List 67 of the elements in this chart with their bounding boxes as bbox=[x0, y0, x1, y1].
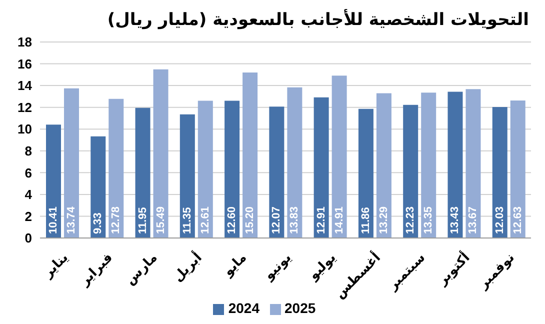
x-tick-label: مارس bbox=[122, 250, 161, 288]
chart-title: التحويلات الشخصية للأجانب بالسعودية (مليار ريال) bbox=[107, 10, 529, 30]
x-tick-label: سبتمبر bbox=[384, 250, 428, 294]
data-label: 11.95 bbox=[136, 207, 149, 234]
y-tick-label: 12 bbox=[18, 100, 32, 115]
bar bbox=[314, 97, 329, 238]
x-tick-label: أكتوبر bbox=[433, 249, 474, 289]
data-label: 13.74 bbox=[66, 206, 78, 234]
bar bbox=[135, 108, 150, 238]
y-tick-label: 0 bbox=[24, 230, 32, 246]
data-label: 13.35 bbox=[422, 206, 435, 234]
bar bbox=[287, 87, 302, 238]
y-tick-label: 18 bbox=[18, 34, 32, 50]
data-label: 11.86 bbox=[360, 207, 372, 234]
bar bbox=[90, 136, 106, 238]
data-label: 13.29 bbox=[378, 206, 390, 234]
x-tick-label: فبراير bbox=[76, 250, 116, 290]
y-tick-label: 6 bbox=[24, 165, 32, 180]
data-label: 12.03 bbox=[494, 206, 506, 234]
data-label: 12.61 bbox=[199, 206, 212, 234]
data-label: 15.20 bbox=[244, 206, 256, 234]
x-tick-label: نوفمبر bbox=[476, 250, 518, 293]
y-tick-label: 16 bbox=[18, 56, 32, 72]
y-tick-label: 4 bbox=[24, 187, 33, 202]
bar bbox=[180, 114, 195, 238]
bar bbox=[242, 72, 258, 238]
bar bbox=[376, 93, 392, 238]
data-label: 13.67 bbox=[467, 206, 480, 234]
bar bbox=[153, 69, 168, 238]
data-label: 10.41 bbox=[48, 206, 60, 234]
x-tick-label: يوليو bbox=[306, 250, 340, 284]
data-label: 12.78 bbox=[110, 206, 122, 234]
bar bbox=[492, 107, 508, 238]
bar bbox=[46, 124, 61, 238]
data-label: 12.23 bbox=[404, 206, 417, 234]
x-tick-label: مايو bbox=[220, 250, 250, 280]
x-tick-label: يناير bbox=[40, 250, 72, 282]
data-label: 13.83 bbox=[288, 206, 301, 234]
bar bbox=[421, 92, 436, 238]
data-label: 13.43 bbox=[449, 206, 462, 234]
y-tick-label: 10 bbox=[18, 122, 32, 137]
bar bbox=[64, 88, 79, 238]
x-tick-label: أبريل bbox=[169, 249, 206, 286]
data-label: 15.49 bbox=[154, 206, 167, 234]
data-label: 14.91 bbox=[333, 206, 346, 234]
y-tick-label: 8 bbox=[24, 144, 32, 159]
bar bbox=[403, 104, 418, 238]
bar bbox=[358, 108, 374, 238]
legend-label: 2024 bbox=[228, 300, 260, 316]
y-tick-label: 2 bbox=[24, 208, 32, 224]
data-label: 12.91 bbox=[315, 206, 328, 234]
bar bbox=[224, 100, 240, 238]
bar bbox=[198, 100, 213, 238]
bar bbox=[510, 100, 526, 238]
data-label: 9.33 bbox=[92, 212, 104, 234]
data-label: 11.35 bbox=[181, 207, 194, 234]
data-label: 12.60 bbox=[226, 206, 238, 234]
y-tick-label: 14 bbox=[18, 78, 33, 94]
bar bbox=[269, 106, 284, 238]
bar bbox=[466, 89, 481, 238]
legend-label: 2025 bbox=[284, 300, 316, 316]
bar bbox=[448, 92, 463, 238]
bar bbox=[332, 76, 347, 238]
data-label: 12.63 bbox=[512, 206, 524, 234]
data-label: 12.07 bbox=[270, 206, 283, 234]
x-tick-label: يونيو bbox=[261, 250, 295, 284]
bar bbox=[108, 98, 124, 238]
